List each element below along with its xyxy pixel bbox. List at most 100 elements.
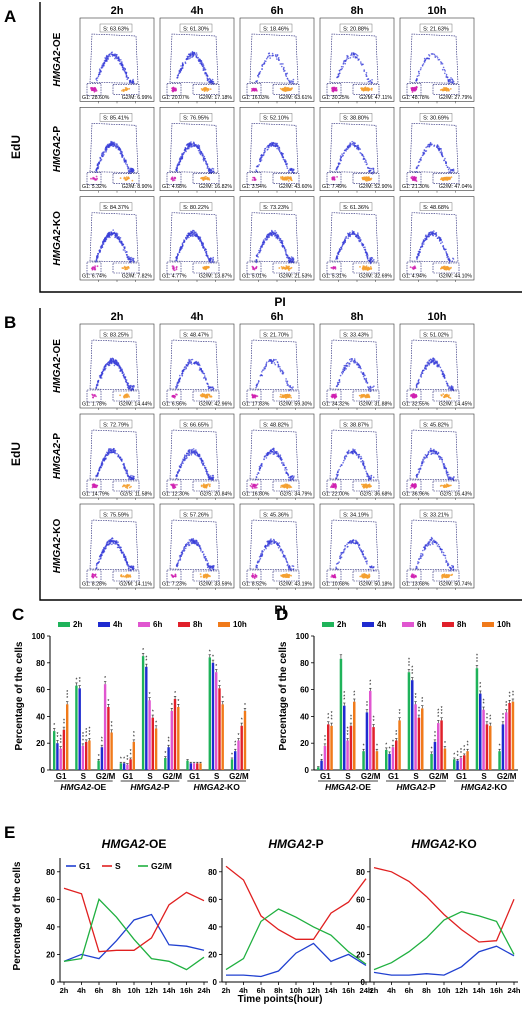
flow-dot-s (113, 362, 115, 364)
flow-dot-s (272, 143, 274, 145)
flow-dot-g2 (122, 267, 124, 269)
flow-dot-s (189, 452, 191, 454)
flow-dot-s (438, 236, 440, 238)
flow-dot-g2 (123, 396, 125, 398)
panel-A-time-4h: 4h (191, 5, 204, 17)
flow-dot-s (196, 363, 198, 365)
flow-dot-s (204, 375, 206, 377)
flow-dot-s (432, 360, 434, 362)
flow-dot-s (438, 148, 440, 150)
flow-dot-s (426, 364, 428, 366)
flow-dot-s (205, 252, 207, 254)
flow-dot-g2 (130, 486, 132, 488)
flow-dot-s (274, 362, 276, 364)
flow-dot-g2 (132, 180, 134, 182)
flow-dot-s (428, 54, 430, 56)
flow-dot-g1 (171, 178, 173, 180)
flow-dot-s (200, 154, 202, 156)
flow-dot-s (107, 144, 109, 146)
flow-dot-s (203, 463, 205, 465)
flow-dot-s (356, 148, 358, 150)
flow-dot-s (448, 81, 450, 83)
flow-dot-g1 (95, 396, 97, 398)
flow-dot-s (192, 452, 194, 454)
flow-dot-s (434, 359, 436, 361)
flow-dot-s (111, 451, 113, 453)
flow-dot-s (356, 54, 358, 56)
flow-dot-s (112, 145, 114, 147)
flow-dot-s (112, 234, 114, 236)
flow-dot-s (101, 245, 103, 247)
flow-dot-s (418, 379, 420, 381)
flow-dot-g1 (172, 176, 174, 178)
gate-g2-label: G2/M: 8.90% (122, 184, 153, 190)
flow-dot-s (179, 71, 181, 73)
flow-dot-s (285, 253, 287, 255)
flow-dot-g2 (446, 89, 448, 91)
gate-g2-label: G2/M: 17.18% (199, 95, 233, 101)
flow-dot-s (130, 386, 132, 388)
flow-dot-s (97, 163, 99, 165)
flow-dot-s (187, 56, 189, 58)
panel-B-ylabel: EdU (9, 442, 23, 466)
gate-g2-label: G2/M: 47.04% (439, 184, 473, 190)
flow-dot-s (446, 75, 448, 77)
flow-dot-s (366, 255, 368, 257)
flow-dot-s (131, 82, 133, 84)
flow-dot-s (276, 148, 278, 150)
flow-dot-s (437, 144, 439, 146)
panel-B-time-8h: 8h (351, 311, 364, 323)
flow-dot-s (417, 165, 419, 167)
flow-dot-s (358, 147, 360, 149)
flow-dot-g2 (128, 394, 130, 396)
flow-dot-g2 (201, 88, 203, 90)
flow-dot-s (257, 165, 259, 167)
flow-dot-s (192, 53, 194, 55)
flow-dot-g2 (205, 87, 207, 89)
flow-dot-g1 (333, 267, 335, 269)
flow-dot-s (184, 152, 186, 154)
flow-dot-s (281, 240, 283, 242)
flow-dot-s (340, 158, 342, 160)
flow-dot-s (271, 231, 273, 233)
flow-dot-s (260, 161, 262, 163)
flow-dot-g1 (97, 265, 99, 267)
flow-dot-s (418, 161, 420, 163)
flow-dot-s (425, 365, 427, 367)
flow-dot-g2 (443, 177, 445, 179)
flow-dot-s (281, 154, 283, 156)
flow-dot-s (97, 474, 99, 476)
flow-dot-s (257, 253, 259, 255)
flow-dot-s (345, 237, 347, 239)
flow-dot-s (182, 64, 184, 66)
flow-dot-s (370, 170, 372, 172)
flow-dot-s (369, 168, 371, 170)
flow-dot-s (286, 164, 288, 166)
flow-dot-s (106, 148, 108, 150)
flow-dot-s (416, 384, 418, 386)
flow-dot-s (207, 167, 209, 169)
flow-dot-s (97, 253, 99, 255)
flow-dot-s (103, 62, 105, 64)
flow-dot-s (202, 155, 204, 157)
flow-dot-s (367, 258, 369, 260)
flow-dot-g2 (443, 179, 445, 181)
flow-dot-s (107, 362, 109, 364)
flow-dot-g1 (175, 90, 177, 92)
flow-dot-g2 (127, 268, 129, 270)
flow-dot-s (443, 376, 445, 378)
flow-dot-s (198, 147, 200, 149)
flow-dot-s (266, 237, 268, 239)
flow-dot-s (258, 381, 260, 383)
flow-dot-g1 (257, 395, 259, 397)
flow-dot-s (127, 473, 129, 475)
flow-dot-s (440, 367, 442, 369)
flow-dot-g2 (206, 88, 208, 90)
flow-dot-s (130, 476, 132, 478)
gate-g2-label: G2/M: 32.69% (359, 274, 393, 280)
flow-dot-g1 (173, 267, 175, 269)
flow-dot-s (285, 161, 287, 163)
flow-dot-s (123, 376, 125, 378)
flow-dot-s (212, 259, 214, 261)
gate-s-label: S: 21.70% (263, 332, 289, 338)
